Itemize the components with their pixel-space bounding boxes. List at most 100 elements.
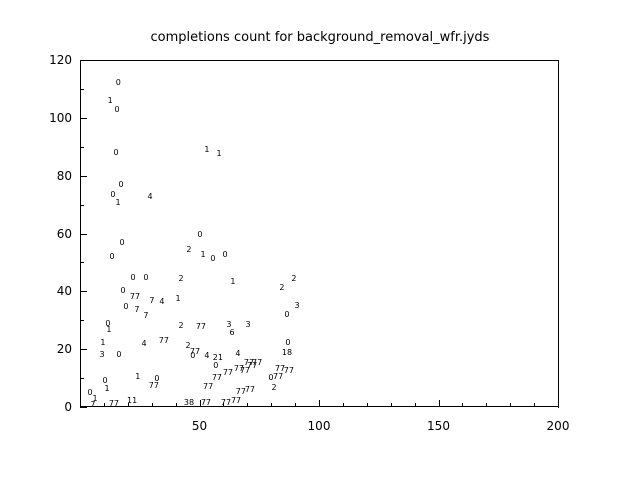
data-point-label: 77 <box>230 395 242 405</box>
data-point-label: 1 <box>115 198 121 208</box>
data-point-label: 0 <box>123 301 129 311</box>
data-point-label: 0 <box>285 338 291 348</box>
data-point-label: 0 <box>114 104 120 114</box>
data-point-label: 77 <box>274 364 286 374</box>
y-axis-tick-major <box>80 291 87 292</box>
x-axis-tick-minor <box>462 403 463 407</box>
plot-frame-right <box>558 60 559 408</box>
data-point-label: 77 <box>244 384 256 394</box>
data-point-label: 77 <box>203 382 214 392</box>
x-axis-tick-minor <box>80 403 81 407</box>
data-point-label: 1 <box>204 145 210 155</box>
y-axis-tick-label: 0 <box>64 400 72 414</box>
data-point-label: 77 <box>211 373 223 383</box>
x-axis-tick-minor <box>343 403 344 407</box>
data-point-label: 0 <box>115 78 121 88</box>
data-point-label: 1 <box>135 371 141 381</box>
data-point-label: 0 <box>118 180 124 190</box>
data-point-label: 0 <box>102 375 108 385</box>
data-point-label: 77 <box>233 364 245 374</box>
data-point-label: 0 <box>213 360 219 370</box>
y-axis-tick-label: 80 <box>56 168 72 183</box>
data-point-label: 0 <box>210 253 216 263</box>
y-axis-tick-label: 20 <box>56 342 72 357</box>
data-point-label: 0 <box>284 310 290 320</box>
data-point-label: 7 <box>149 295 155 305</box>
x-axis-tick-minor <box>152 403 153 407</box>
data-point-label: 4 <box>141 338 147 348</box>
y-axis-tick-minor <box>80 205 84 206</box>
data-point-label: 7 <box>134 304 140 314</box>
data-point-label: 2 <box>186 244 192 254</box>
data-point-label: 3 <box>226 319 232 329</box>
data-point-label: 1 <box>100 338 106 348</box>
data-point-label: 0 <box>109 251 115 261</box>
data-point-label: 77 <box>235 386 246 396</box>
data-point-label: 77 <box>129 291 141 301</box>
data-point-label: 2 <box>185 340 191 350</box>
data-point-label: 77 <box>200 397 212 407</box>
y-axis-tick-label: 60 <box>56 226 72 241</box>
y-axis-tick-minor <box>80 262 84 263</box>
y-axis-tick-label: 120 <box>49 53 72 67</box>
data-point-label: 0 <box>222 249 228 259</box>
data-point-label: 1 <box>104 384 110 394</box>
data-point-label: 77 <box>239 365 250 375</box>
x-axis-tick-major <box>200 400 201 407</box>
data-point-label: 1 <box>175 293 181 303</box>
chart-title: completions count for background_removal… <box>150 30 490 45</box>
data-point-label: 3 <box>245 319 251 329</box>
x-axis-tick-minor <box>104 403 105 407</box>
data-point-label: 1 <box>107 95 113 105</box>
x-axis-tick-minor <box>391 403 392 407</box>
data-point-label: 0 <box>110 190 116 200</box>
x-axis-tick-minor <box>271 403 272 407</box>
data-point-label: 77 <box>252 357 263 367</box>
x-axis-tick-label: 150 <box>427 419 450 433</box>
x-axis-tick-minor <box>176 403 177 407</box>
data-point-label: 77 <box>189 347 201 357</box>
y-axis-tick-label: 40 <box>56 284 72 299</box>
data-point-label: 4 <box>159 296 165 306</box>
data-point-label: 3 <box>99 349 105 359</box>
data-point-label: 11 <box>127 395 138 405</box>
y-axis-tick-major <box>80 407 87 408</box>
x-axis-tick-minor <box>223 403 224 407</box>
data-point-label: 7 <box>143 310 149 320</box>
x-axis-tick-label: 200 <box>546 419 570 433</box>
data-point-label: 2 <box>178 273 184 283</box>
data-point-label: 7 <box>90 399 96 409</box>
x-axis-tick-major <box>319 400 320 407</box>
data-point-label: 77 <box>158 336 169 346</box>
x-axis-tick-minor <box>367 403 368 407</box>
data-point-label: 38 <box>183 397 195 407</box>
y-axis-tick-minor <box>80 378 84 379</box>
x-axis-tick-major <box>439 400 440 407</box>
x-axis-tick-label: 50 <box>191 419 208 433</box>
data-point-label: 2 <box>291 273 297 283</box>
y-axis-tick-major <box>80 349 87 350</box>
y-axis-tick-minor <box>80 147 84 148</box>
data-point-label: 2 <box>279 282 285 292</box>
x-axis-tick-minor <box>510 403 511 407</box>
data-point-label: 77 <box>283 365 294 375</box>
x-axis-tick-minor <box>295 403 296 407</box>
plot-frame-top <box>80 60 559 61</box>
y-axis-tick-major <box>80 176 87 177</box>
data-point-label: 77 <box>222 367 234 377</box>
data-point-label: 4 <box>235 348 241 358</box>
data-point-label: 0 <box>116 349 122 359</box>
data-point-label: 0 <box>87 388 93 398</box>
data-point-label: 0 <box>113 148 119 158</box>
data-point-label: 0 <box>190 351 196 361</box>
data-point-label: 2 <box>178 321 184 331</box>
x-axis-tick-minor <box>486 403 487 407</box>
y-axis-tick-major <box>80 118 87 119</box>
data-point-label: 18 <box>281 347 293 357</box>
data-point-label: 1 <box>230 277 236 287</box>
data-point-label: 77 <box>273 371 284 381</box>
x-axis-tick-minor <box>415 403 416 407</box>
y-axis-tick-major <box>80 60 87 61</box>
data-point-label: 0 <box>268 373 274 383</box>
data-point-label: 3 <box>294 301 300 311</box>
